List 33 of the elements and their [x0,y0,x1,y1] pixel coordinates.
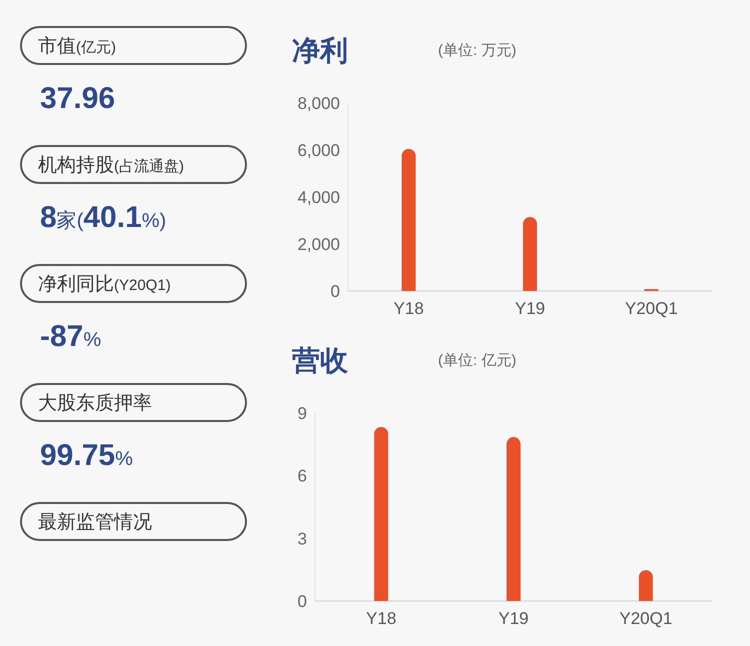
x-tick-label: Y18 [394,299,424,318]
x-tick-label: Y19 [498,609,529,628]
y-tick-label: 9 [298,404,307,423]
text: 最新监管情况 [38,511,152,533]
text: 大股东质押率 [38,392,152,414]
x-tick-label: Y20Q1 [619,609,672,628]
chart-subtitle: (单位: 亿元) [438,352,516,369]
bar [523,216,537,291]
y-tick-label: 4,000 [297,188,340,207]
chart-subtitle: (单位: 万元) [438,42,516,59]
text: 99.75% [40,439,134,472]
y-tick-label: 2,000 [297,235,340,254]
text: 净利同比(Y20Q1) [38,274,171,295]
chart-title: 净利 [292,35,348,66]
x-tick-label: Y18 [366,609,396,628]
text: 37.96 [40,82,116,115]
y-tick-label: 0 [298,592,307,611]
bar [374,427,388,601]
y-tick-label: 6,000 [297,141,340,160]
y-tick-label: 0 [330,282,340,301]
bar [638,570,653,601]
text: -87% [40,320,102,353]
text: 8家(40.1%) [40,201,166,234]
text: 机构持股(占流通盘) [38,155,184,176]
text: 市值(亿元) [38,35,116,57]
bar [506,437,520,601]
chart-title: 营收 [291,345,349,376]
bar [402,148,416,291]
y-tick-label: 8,000 [297,94,340,113]
x-tick-label: Y20Q1 [624,299,678,318]
x-tick-label: Y19 [514,299,546,318]
y-tick-label: 6 [298,466,307,486]
y-tick-label: 3 [298,529,307,548]
